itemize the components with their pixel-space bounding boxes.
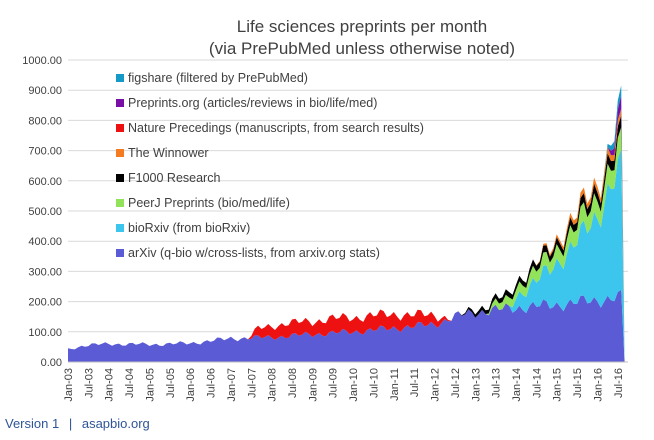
x-tick-label: Jul-07 <box>246 368 258 398</box>
x-tick-label: Jul-14 <box>531 368 543 398</box>
chart-title-line2: (via PrePubMed unless otherwise noted) <box>209 39 515 58</box>
grid <box>68 59 628 363</box>
x-tick-label: Jan-10 <box>348 368 360 402</box>
y-tick-label: 900.00 <box>28 85 62 97</box>
y-tick-label: 800.00 <box>28 115 62 127</box>
legend-swatch <box>116 149 124 157</box>
footer: Version 1 | asapbio.org <box>5 416 150 431</box>
x-tick-label: Jul-11 <box>409 368 421 397</box>
y-tick-label: 200.00 <box>28 297 62 309</box>
x-tick-label: Jul-09 <box>328 368 340 398</box>
footer-site-link[interactable]: asapbio.org <box>81 416 150 431</box>
x-tick-label: Jan-05 <box>145 368 157 402</box>
y-tick-label: 100.00 <box>28 327 62 339</box>
x-tick-label: Jul-12 <box>450 368 462 398</box>
legend-label: F1000 Research <box>128 171 220 185</box>
legend-label: figshare (filtered by PrePubMed) <box>128 71 308 85</box>
x-tick-label: Jan-09 <box>307 368 319 402</box>
legend-label: arXiv (q-bio w/cross-lists, from arxiv.o… <box>128 246 380 260</box>
x-tick-label: Jan-08 <box>267 368 279 402</box>
x-tick-label: Jan-14 <box>511 368 523 402</box>
x-tick-label: Jul-05 <box>165 368 177 398</box>
legend-label: Nature Precedings (manuscripts, from sea… <box>128 121 424 135</box>
legend-swatch <box>116 124 124 132</box>
footer-separator: | <box>68 416 73 431</box>
x-tick-label: Jul-03 <box>83 368 95 398</box>
legend-label: Preprints.org (articles/reviews in bio/l… <box>128 96 377 110</box>
x-tick-label: Jan-15 <box>552 368 564 402</box>
x-tick-label: Jul-06 <box>206 368 218 398</box>
legend-swatch <box>116 99 124 107</box>
x-tick-label: Jul-16 <box>613 368 625 398</box>
y-tick-label: 300.00 <box>28 266 62 278</box>
y-tick-label: 700.00 <box>28 146 62 158</box>
axes: 0.00 100.00 200.00 300.00 400.00 500.00 600.00… <box>22 55 628 402</box>
x-tick-label: Jan-04 <box>104 368 116 402</box>
footer-version: Version 1 <box>5 416 60 431</box>
x-tick-label: Jan-06 <box>185 368 197 402</box>
x-tick-label: Jan-07 <box>226 368 238 402</box>
legend-swatch <box>116 199 124 207</box>
plot-area <box>68 85 628 363</box>
legend-label: bioRxiv (from bioRxiv) <box>128 221 250 235</box>
legend-label: The Winnower <box>128 146 209 160</box>
legend-label: PeerJ Preprints (bio/med/life) <box>128 196 290 210</box>
x-tick-label: Jul-08 <box>287 368 299 398</box>
y-tick-label: 0.00 <box>41 357 62 369</box>
x-tick-label: Jan-13 <box>470 368 482 402</box>
x-tick-label: Jul-15 <box>572 368 584 398</box>
y-tick-label: 600.00 <box>28 176 62 188</box>
x-tick-label: Jul-10 <box>369 368 381 398</box>
y-tick-label: 400.00 <box>28 236 62 248</box>
legend: figshare (filtered by PrePubMed) Preprint… <box>116 71 424 260</box>
legend-swatch <box>116 174 124 182</box>
x-tick-label: Jan-03 <box>63 368 75 402</box>
legend-swatch <box>116 224 124 232</box>
x-tick-label: Jan-12 <box>430 368 442 402</box>
x-tick-label: Jan-16 <box>593 368 605 402</box>
x-tick-label: Jan-11 <box>389 368 401 401</box>
legend-swatch <box>116 74 124 82</box>
y-tick-label: 1000.00 <box>22 55 62 67</box>
series-area-arxiv <box>68 289 628 362</box>
y-tick-label: 500.00 <box>28 206 62 218</box>
x-tick-label: Jul-04 <box>124 368 136 398</box>
legend-swatch <box>116 249 124 257</box>
x-tick-label: Jul-13 <box>491 368 503 398</box>
chart-title-line1: Life sciences preprints per month <box>237 17 487 36</box>
